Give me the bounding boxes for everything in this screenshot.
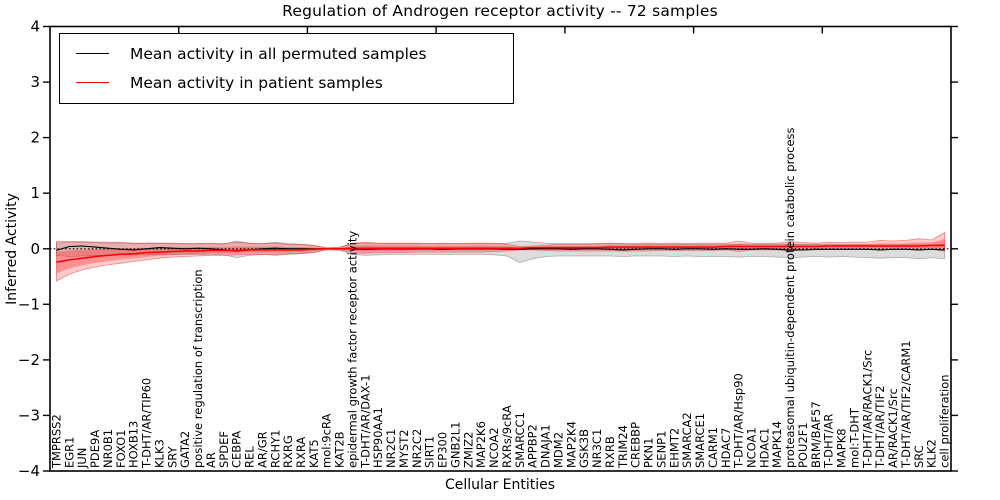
legend-label-patient: Mean activity in patient samples: [130, 73, 383, 92]
x-tick-label: NR3C1: [590, 429, 604, 468]
x-tick-label: CARM1: [706, 427, 720, 468]
x-tick-label: T-DHT/AR/TIP60: [140, 378, 154, 469]
y-tick-label: −4: [18, 462, 40, 480]
x-tick-label: epidermal growth factor receptor activit…: [346, 231, 360, 468]
x-tick-label: SMARCE1: [693, 413, 707, 468]
legend-item-permuted: Mean activity in all permuted samples: [76, 39, 503, 68]
x-tick-label: NR2C1: [384, 429, 398, 468]
x-tick-label: RXRA: [294, 437, 308, 468]
permuted-mean-line: [56, 245, 945, 252]
x-tick-label: HDAC1: [757, 428, 771, 468]
x-tick-label: HOXB13: [127, 421, 141, 468]
x-tick-label: EHMT2: [667, 428, 681, 468]
x-tick-label: AR/RACK1/Src: [886, 388, 900, 468]
x-tick-label: CREBBP: [629, 422, 643, 468]
x-tick-label: SRY: [165, 445, 179, 468]
x-tick-label: MAP2K4: [564, 421, 578, 468]
x-axis-label: Cellular Entities: [444, 477, 556, 493]
x-tick-label: TMPRSS2: [49, 414, 63, 469]
x-tick-label: APPBP2: [526, 424, 540, 468]
x-tick-label: GNB2L1: [449, 422, 463, 468]
x-tick-label: SMARCC1: [513, 412, 527, 468]
x-tick-label: MAPK14: [770, 421, 784, 468]
y-tick-label: −1: [18, 295, 40, 313]
x-tick-label: RXRB: [603, 436, 617, 468]
x-tick-label: CEBPA: [230, 431, 244, 468]
x-tick-label: RXRs/9cRA: [500, 405, 514, 468]
x-tick-label: NCOA1: [745, 427, 759, 468]
x-tick-label: MAPK8: [835, 428, 849, 468]
x-tick-label: NR0B1: [101, 429, 115, 468]
permuted-line-swatch: [76, 53, 109, 54]
x-tick-label: SIRT1: [423, 436, 437, 468]
y-tick-label: 4: [30, 18, 40, 36]
x-tick-label: HSP90AA1: [371, 407, 385, 468]
x-tick-label: SMARCA2: [680, 412, 694, 468]
x-tick-label: RXRG: [281, 435, 295, 468]
x-tick-label: FOXO1: [114, 430, 128, 468]
y-axis-label: Inferred Activity: [4, 193, 20, 305]
x-tick-label: MAP2K6: [474, 421, 488, 468]
y-tick-label: 1: [30, 184, 40, 202]
x-tick-label: ZMIZ2: [461, 432, 475, 468]
patient-inner-band: [56, 239, 945, 274]
x-tick-label: T-DHT/AR/TIF2/CARM1: [899, 340, 913, 469]
x-tick-label: KAT5: [307, 439, 321, 468]
x-tick-label: EP300: [436, 432, 450, 468]
x-tick-label: T-DHT/AR/DAX-1: [358, 374, 372, 469]
chart-legend: Mean activity in all permuted samples Me…: [59, 33, 514, 104]
x-tick-label: REL: [243, 446, 257, 468]
y-tick-label: 2: [30, 129, 40, 147]
x-tick-label: AR: [204, 452, 218, 468]
x-tick-label: SRC: [912, 445, 926, 468]
x-tick-label: T-DHT/AR/RACK1/Src: [860, 350, 874, 469]
x-tick-label: MYST2: [397, 429, 411, 468]
x-tick-label: NR2C2: [410, 429, 424, 468]
x-tick-label: SENP1: [654, 431, 668, 468]
x-tick-label: mol:9cRA: [320, 414, 334, 468]
x-tick-label: proteasomal ubiquitin-dependent protein …: [783, 127, 797, 468]
y-tick-label: 0: [30, 240, 40, 258]
y-tick-label: 3: [30, 73, 40, 91]
x-tick-label: cell proliferation: [938, 374, 952, 468]
x-tick-label: GATA2: [178, 431, 192, 468]
x-tick-label: BRM/BAF57: [809, 401, 823, 468]
x-tick-label: T-DHT/AR/TIF2: [873, 385, 887, 469]
x-tick-label: POU2F1: [796, 422, 810, 468]
x-tick-label: JUN: [75, 448, 89, 469]
x-tick-label: KLK2: [925, 439, 939, 468]
chart-title: Regulation of Androgen receptor activity…: [282, 2, 718, 20]
x-tick-label: PDE9A: [88, 430, 102, 468]
x-tick-label: EGR1: [62, 437, 76, 469]
patient-spread-band: [56, 231, 945, 282]
patient-line-swatch: [76, 82, 109, 83]
x-tick-label: GSK3B: [577, 429, 591, 468]
x-tick-label: KLK3: [152, 439, 166, 468]
x-tick-label: mol:T-DHT: [848, 407, 862, 468]
x-tick-label: MDM2: [551, 432, 565, 468]
legend-label-permuted: Mean activity in all permuted samples: [130, 44, 427, 63]
x-tick-label: RCHY1: [268, 430, 282, 468]
x-tick-label: T-DHT/AR/Hsp90: [732, 373, 746, 469]
x-tick-label: NCOA2: [487, 427, 501, 468]
x-tick-label: T-DHT/AR: [822, 414, 836, 469]
patient-mean-line: [56, 244, 945, 263]
x-tick-label: AR/GR: [255, 431, 269, 468]
x-tick-label: PKN1: [642, 438, 656, 468]
x-tick-label: KAT2B: [333, 431, 347, 468]
x-tick-label: HDAC7: [719, 428, 733, 468]
x-tick-label: SPDEF: [217, 431, 231, 468]
y-tick-label: −3: [18, 406, 40, 424]
x-tick-label: positive regulation of transcription: [191, 269, 205, 468]
y-tick-label: −2: [18, 351, 40, 369]
x-tick-label: DNAJA1: [539, 424, 553, 468]
x-tick-label: TRIM24: [616, 425, 630, 469]
legend-item-patient: Mean activity in patient samples: [76, 68, 503, 97]
